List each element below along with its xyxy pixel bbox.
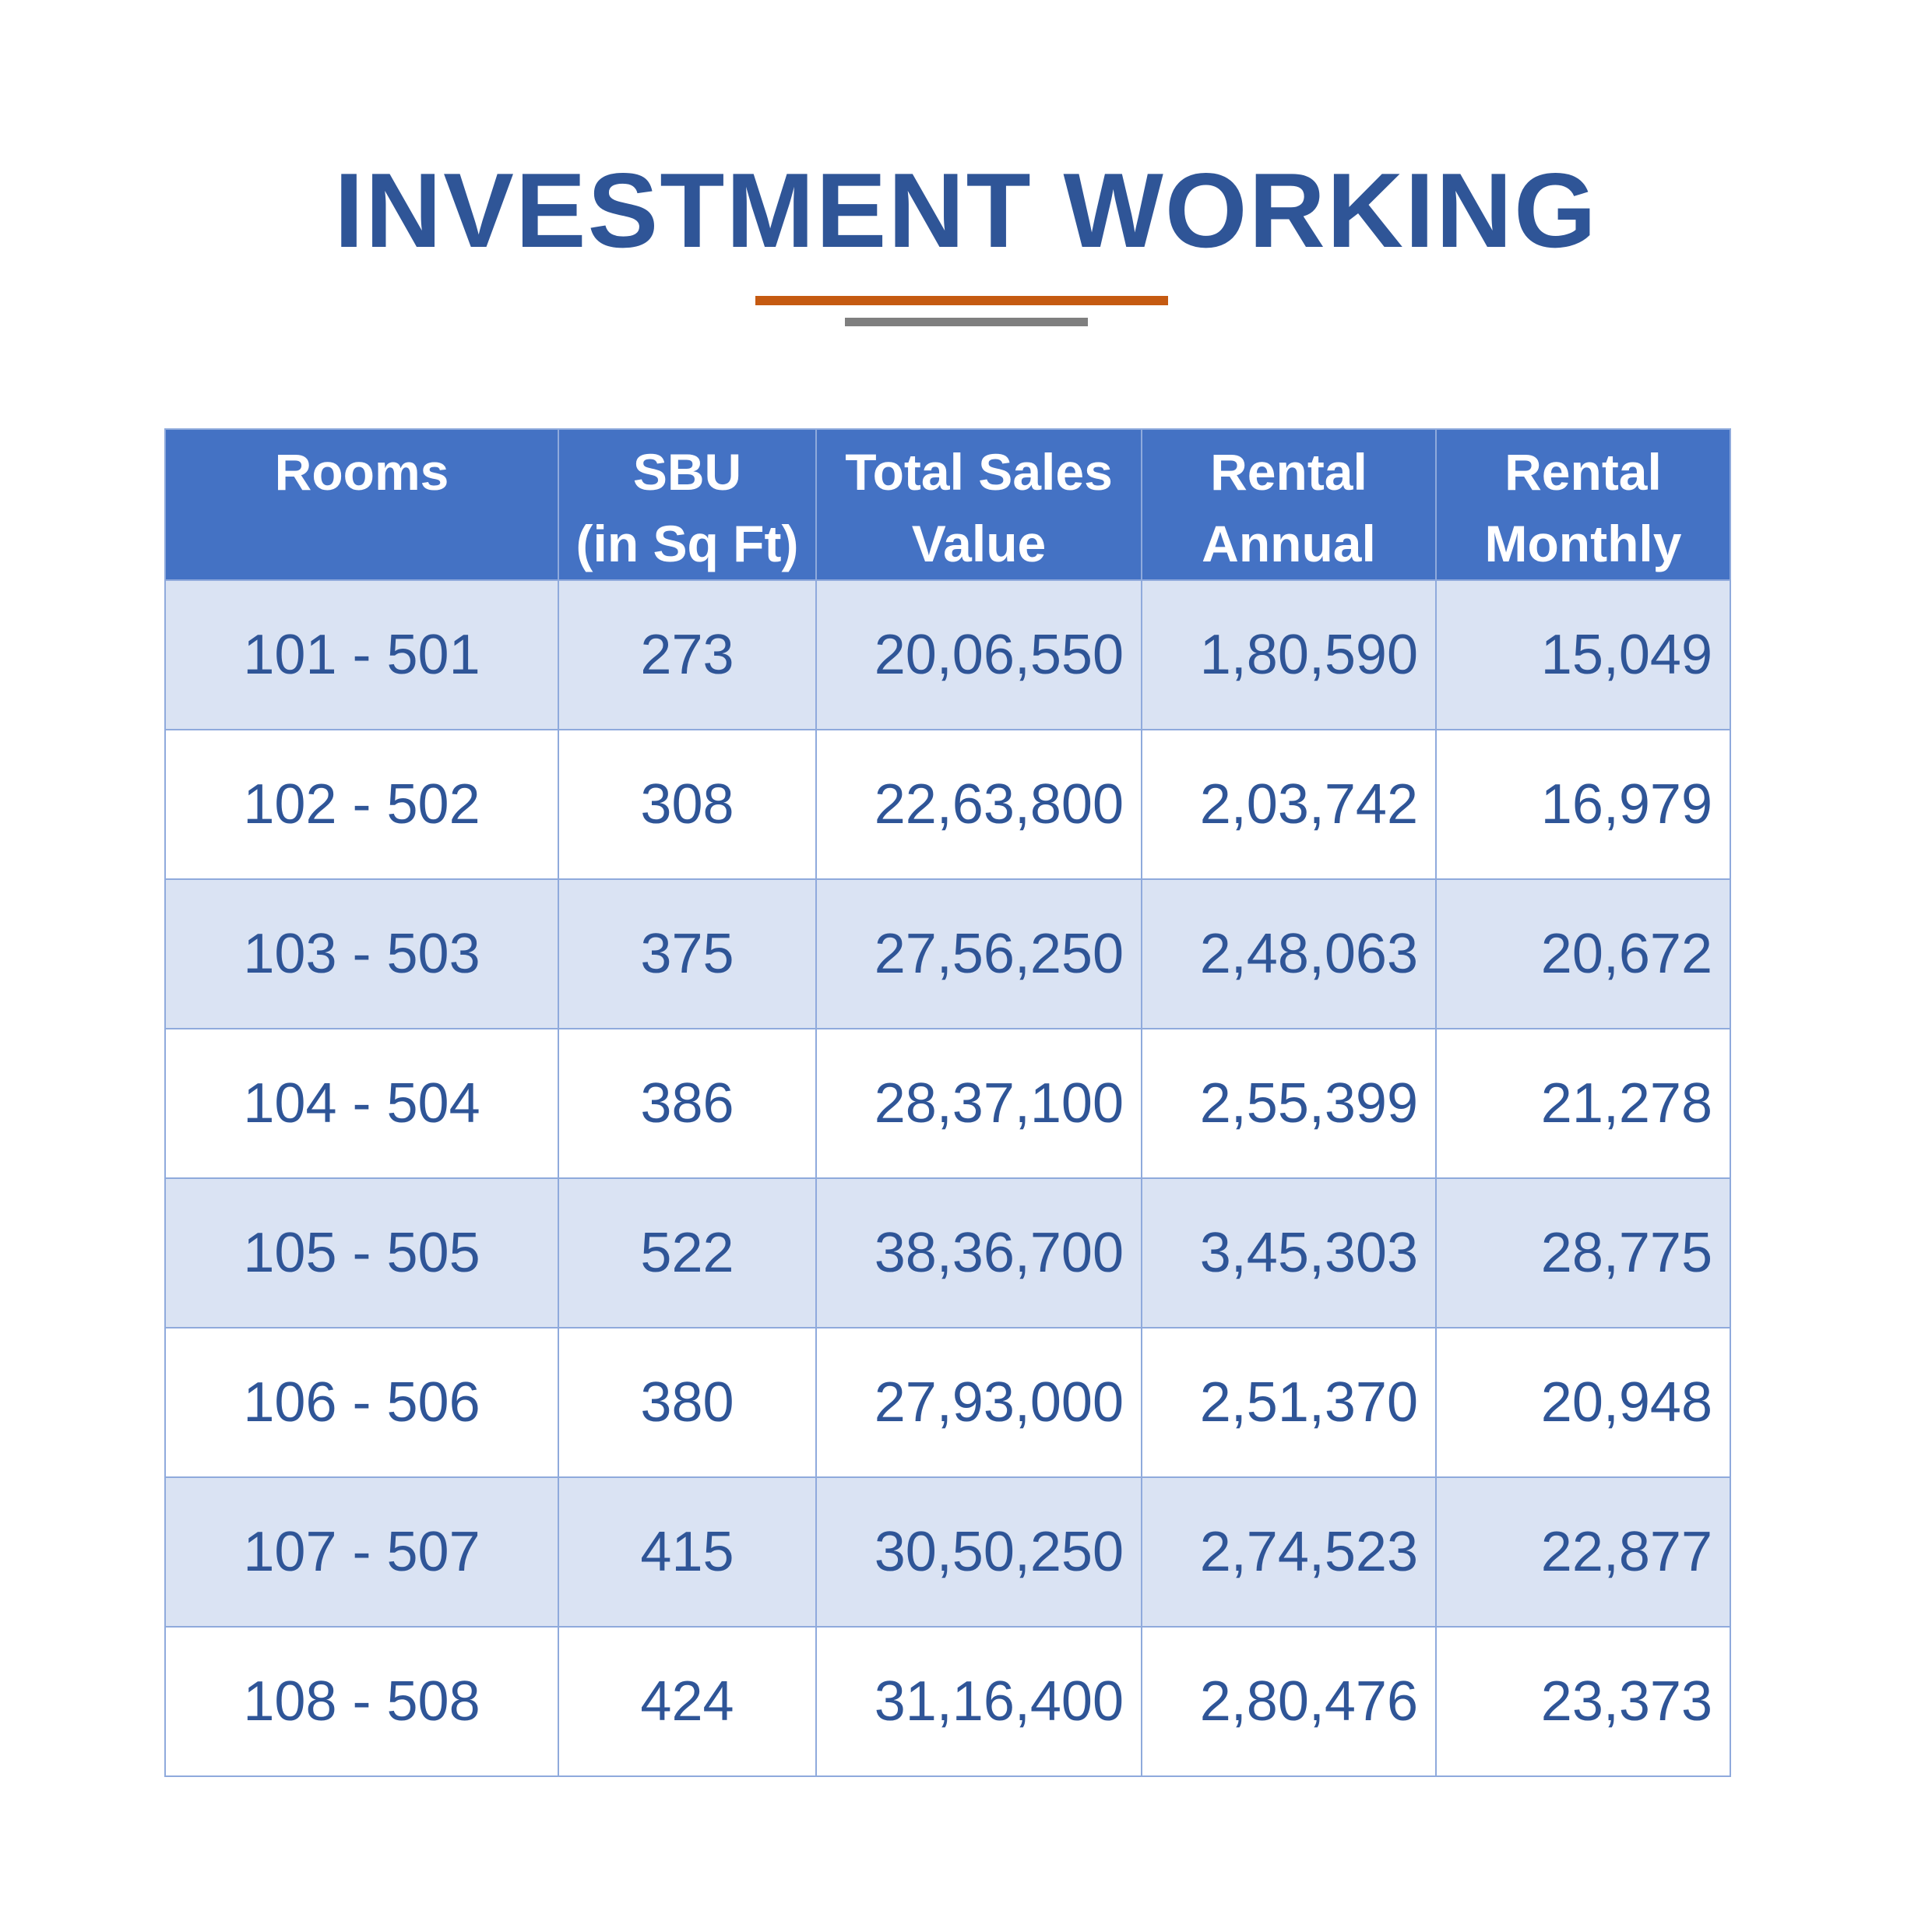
cell-rental-monthly: 20,948 — [1435, 1327, 1731, 1478]
header-total-sales-line-2: Value — [911, 515, 1047, 572]
cell-rental-annual: 1,80,590 — [1141, 579, 1437, 730]
cell-rental-annual: 2,74,523 — [1141, 1476, 1437, 1628]
table-row: 106 - 506 380 27,93,000 2,51,370 20,948 — [164, 1327, 1731, 1478]
header-rental-monthly: Rental Monthly — [1435, 428, 1731, 581]
cell-rental-monthly: 21,278 — [1435, 1028, 1731, 1179]
header-total-sales-line-1: Total Sales — [845, 443, 1113, 501]
cell-rental-monthly: 15,049 — [1435, 579, 1731, 730]
cell-total-sales-value: 30,50,250 — [815, 1476, 1142, 1628]
cell-rental-monthly: 20,672 — [1435, 878, 1731, 1029]
cell-rental-annual: 2,03,742 — [1141, 729, 1437, 880]
title-underline-secondary — [845, 318, 1088, 326]
table-row: 101 - 501 273 20,06,550 1,80,590 15,049 — [164, 579, 1731, 730]
table-body: 101 - 501 273 20,06,550 1,80,590 15,049 … — [164, 579, 1731, 1777]
table-header: Rooms SBU (in Sq Ft) Total Sales Value R… — [164, 428, 1731, 581]
header-row: Rooms SBU (in Sq Ft) Total Sales Value R… — [164, 428, 1731, 581]
cell-rental-annual: 2,51,370 — [1141, 1327, 1437, 1478]
cell-sbu: 424 — [558, 1626, 817, 1777]
cell-rooms: 105 - 505 — [164, 1177, 559, 1328]
cell-rental-monthly: 22,877 — [1435, 1476, 1731, 1628]
header-rental-monthly-line-2: Monthly — [1484, 515, 1682, 572]
header-rental-annual-line-2: Annual — [1202, 515, 1376, 572]
cell-total-sales-value: 31,16,400 — [815, 1626, 1142, 1777]
cell-rental-monthly: 16,979 — [1435, 729, 1731, 880]
cell-rooms: 104 - 504 — [164, 1028, 559, 1179]
cell-total-sales-value: 38,36,700 — [815, 1177, 1142, 1328]
cell-rooms: 107 - 507 — [164, 1476, 559, 1628]
cell-rental-annual: 2,80,476 — [1141, 1626, 1437, 1777]
table-row: 108 - 508 424 31,16,400 2,80,476 23,373 — [164, 1626, 1731, 1777]
cell-total-sales-value: 20,06,550 — [815, 579, 1142, 730]
cell-rental-monthly: 28,775 — [1435, 1177, 1731, 1328]
cell-total-sales-value: 27,56,250 — [815, 878, 1142, 1029]
cell-rental-annual: 3,45,303 — [1141, 1177, 1437, 1328]
table-row: 102 - 502 308 22,63,800 2,03,742 16,979 — [164, 729, 1731, 880]
cell-rental-annual: 2,48,063 — [1141, 878, 1437, 1029]
header-sbu: SBU (in Sq Ft) — [558, 428, 817, 581]
cell-sbu: 308 — [558, 729, 817, 880]
page-title: INVESTMENT WORKING — [334, 151, 1598, 269]
table-row: 107 - 507 415 30,50,250 2,74,523 22,877 — [164, 1476, 1731, 1628]
header-sbu-line-1: SBU — [632, 443, 742, 501]
cell-rooms: 108 - 508 — [164, 1626, 559, 1777]
cell-rooms: 106 - 506 — [164, 1327, 559, 1478]
header-rooms: Rooms — [164, 428, 559, 581]
cell-total-sales-value: 28,37,100 — [815, 1028, 1142, 1179]
header-rental-monthly-line-1: Rental — [1504, 443, 1662, 501]
cell-total-sales-value: 27,93,000 — [815, 1327, 1142, 1478]
header-total-sales-value: Total Sales Value — [815, 428, 1142, 581]
cell-sbu: 522 — [558, 1177, 817, 1328]
cell-sbu: 273 — [558, 579, 817, 730]
cell-rental-annual: 2,55,399 — [1141, 1028, 1437, 1179]
cell-sbu: 386 — [558, 1028, 817, 1179]
header-rental-annual-line-1: Rental — [1210, 443, 1367, 501]
header-rooms-line-1: Rooms — [274, 443, 449, 501]
header-sbu-line-2: (in Sq Ft) — [575, 515, 799, 572]
cell-sbu: 415 — [558, 1476, 817, 1628]
title-underline-accent — [755, 296, 1168, 305]
cell-sbu: 380 — [558, 1327, 817, 1478]
cell-total-sales-value: 22,63,800 — [815, 729, 1142, 880]
cell-rooms: 103 - 503 — [164, 878, 559, 1029]
table-row: 103 - 503 375 27,56,250 2,48,063 20,672 — [164, 878, 1731, 1029]
cell-rooms: 101 - 501 — [164, 579, 559, 730]
table-row: 104 - 504 386 28,37,100 2,55,399 21,278 — [164, 1028, 1731, 1179]
cell-rooms: 102 - 502 — [164, 729, 559, 880]
table-row: 105 - 505 522 38,36,700 3,45,303 28,775 — [164, 1177, 1731, 1328]
header-rental-annual: Rental Annual — [1141, 428, 1437, 581]
investment-table: Rooms SBU (in Sq Ft) Total Sales Value R… — [164, 428, 1731, 1777]
cell-sbu: 375 — [558, 878, 817, 1029]
cell-rental-monthly: 23,373 — [1435, 1626, 1731, 1777]
